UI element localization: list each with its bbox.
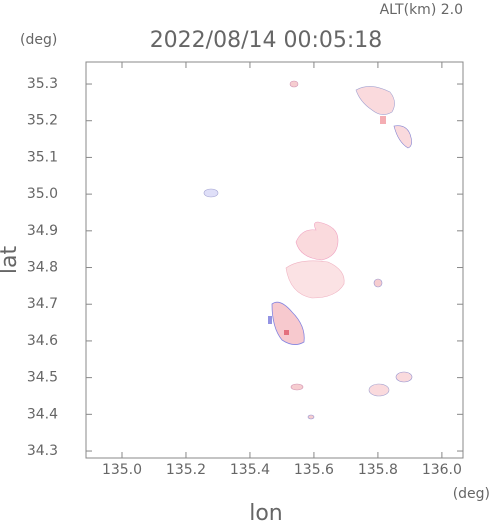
echo (290, 383, 304, 391)
echo (285, 260, 345, 299)
echo (380, 116, 386, 124)
y-tick-label: 34.3 (27, 443, 58, 459)
altitude-label: ALT(km) 2.0 (380, 2, 463, 18)
echo (284, 330, 289, 335)
x-tick-label: 135.4 (230, 462, 270, 478)
y-tick-label: 34.4 (27, 406, 58, 422)
x-tick-label: 135.6 (294, 462, 334, 478)
x-unit: (deg) (453, 486, 490, 502)
echo (395, 371, 413, 383)
echo (368, 383, 390, 397)
echo (203, 188, 219, 198)
y-tick-label: 34.5 (27, 370, 58, 386)
echo (393, 125, 412, 149)
x-tick-label: 135.8 (358, 462, 398, 478)
y-tick-label: 35.3 (27, 76, 58, 92)
y-tick-label: 34.9 (27, 223, 58, 239)
y-tick-label: 35.0 (27, 186, 58, 202)
echo (307, 414, 315, 420)
y-tick-label: 34.8 (27, 260, 58, 276)
x-tick-label: 135.2 (166, 462, 206, 478)
echo (373, 278, 383, 288)
y-axis-label: lat (0, 246, 22, 275)
x-tick-label: 136.0 (422, 462, 462, 478)
x-tick-label: 135.0 (102, 462, 142, 478)
y-tick-label: 35.1 (27, 149, 58, 165)
timestamp-title: 2022/08/14 00:05:18 (150, 28, 383, 53)
echo (271, 301, 305, 345)
echo (268, 316, 272, 324)
echo (289, 80, 299, 88)
echo-areas (203, 80, 413, 420)
y-tick-label: 35.2 (27, 113, 58, 129)
y-tick-label: 34.7 (27, 296, 58, 312)
y-tick-label: 34.6 (27, 333, 58, 349)
plot-frame (85, 61, 464, 459)
echo (295, 221, 339, 261)
y-unit: (deg) (20, 32, 57, 48)
x-axis-label: lon (249, 501, 283, 521)
echo (355, 86, 395, 115)
